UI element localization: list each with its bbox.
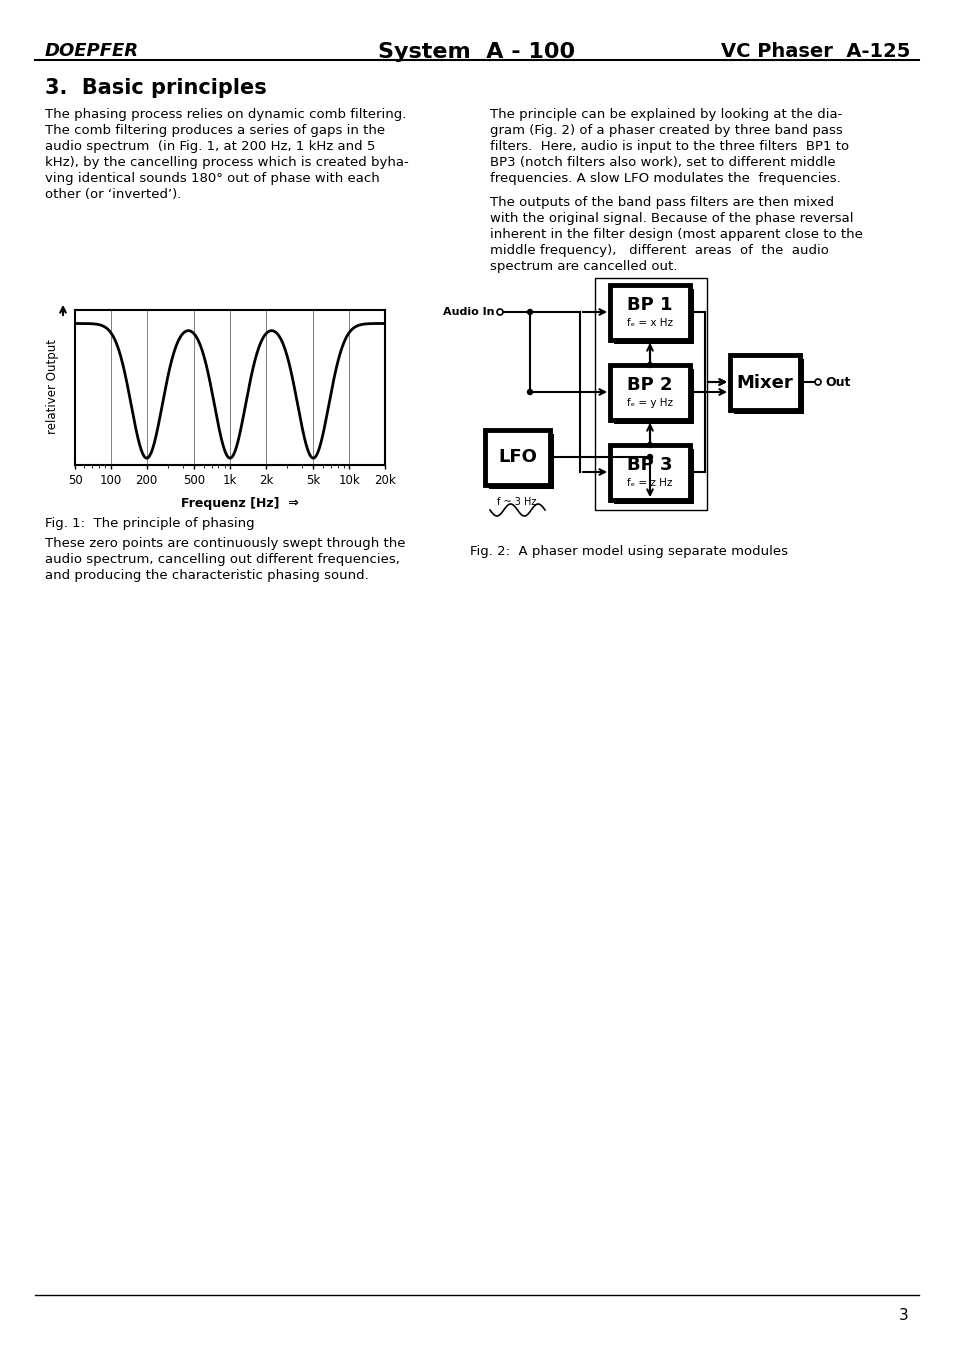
Text: kHz), by the cancelling process which is created byha-: kHz), by the cancelling process which is… bbox=[45, 155, 408, 169]
Text: The outputs of the band pass filters are then mixed: The outputs of the band pass filters are… bbox=[490, 196, 833, 209]
Text: The principle can be explained by looking at the dia-: The principle can be explained by lookin… bbox=[490, 108, 841, 122]
Text: inherent in the filter design (most apparent close to the: inherent in the filter design (most appa… bbox=[490, 228, 862, 240]
Circle shape bbox=[814, 380, 821, 385]
Text: frequencies. A slow LFO modulates the  frequencies.: frequencies. A slow LFO modulates the fr… bbox=[490, 172, 840, 185]
Text: ving identical sounds 180° out of phase with each: ving identical sounds 180° out of phase … bbox=[45, 172, 379, 185]
Text: fₑ = z Hz: fₑ = z Hz bbox=[627, 477, 672, 488]
Text: audio spectrum  (in Fig. 1, at 200 Hz, 1 kHz and 5: audio spectrum (in Fig. 1, at 200 Hz, 1 … bbox=[45, 141, 375, 153]
Text: middle frequency),   different  areas  of  the  audio: middle frequency), different areas of th… bbox=[490, 245, 828, 257]
Text: These zero points are continuously swept through the: These zero points are continuously swept… bbox=[45, 536, 405, 550]
Text: System  A - 100: System A - 100 bbox=[378, 42, 575, 62]
Text: DOEPFER: DOEPFER bbox=[45, 42, 139, 59]
Text: 3.  Basic principles: 3. Basic principles bbox=[45, 78, 267, 99]
Bar bbox=[733, 359, 803, 413]
Bar bbox=[609, 444, 689, 500]
Text: The comb filtering produces a series of gaps in the: The comb filtering produces a series of … bbox=[45, 124, 385, 136]
Text: The phasing process relies on dynamic comb filtering.: The phasing process relies on dynamic co… bbox=[45, 108, 406, 122]
Text: fₑ = y Hz: fₑ = y Hz bbox=[626, 397, 672, 408]
Circle shape bbox=[527, 309, 532, 315]
Text: VC Phaser  A-125: VC Phaser A-125 bbox=[720, 42, 909, 61]
Circle shape bbox=[527, 389, 532, 394]
Text: and producing the characteristic phasing sound.: and producing the characteristic phasing… bbox=[45, 569, 369, 582]
Circle shape bbox=[647, 454, 652, 459]
Text: f ~ 3 Hz: f ~ 3 Hz bbox=[497, 497, 537, 507]
Text: BP 3: BP 3 bbox=[626, 455, 672, 473]
Bar bbox=[489, 434, 554, 489]
Text: Fig. 2:  A phaser model using separate modules: Fig. 2: A phaser model using separate mo… bbox=[470, 544, 787, 558]
Text: other (or ‘inverted’).: other (or ‘inverted’). bbox=[45, 188, 181, 201]
Bar bbox=[729, 355, 800, 409]
Text: gram (Fig. 2) of a phaser created by three band pass: gram (Fig. 2) of a phaser created by thr… bbox=[490, 124, 841, 136]
Text: with the original signal. Because of the phase reversal: with the original signal. Because of the… bbox=[490, 212, 853, 226]
Text: 3: 3 bbox=[899, 1308, 908, 1323]
Bar bbox=[614, 369, 693, 424]
Text: fₑ = x Hz: fₑ = x Hz bbox=[626, 317, 672, 327]
Bar bbox=[609, 285, 689, 340]
Text: BP 1: BP 1 bbox=[626, 296, 672, 313]
Text: Mixer: Mixer bbox=[736, 373, 793, 392]
Circle shape bbox=[647, 362, 652, 367]
Bar bbox=[595, 278, 706, 509]
Bar bbox=[609, 365, 689, 420]
Text: spectrum are cancelled out.: spectrum are cancelled out. bbox=[490, 259, 677, 273]
Text: relativer Output: relativer Output bbox=[47, 339, 59, 435]
Text: Out: Out bbox=[824, 376, 849, 389]
Text: Frequenz [Hz]  ⇒: Frequenz [Hz] ⇒ bbox=[181, 497, 298, 509]
Circle shape bbox=[497, 309, 502, 315]
Circle shape bbox=[647, 443, 652, 447]
Text: audio spectrum, cancelling out different frequencies,: audio spectrum, cancelling out different… bbox=[45, 553, 399, 566]
Text: Fig. 1:  The principle of phasing: Fig. 1: The principle of phasing bbox=[45, 517, 254, 530]
Bar bbox=[614, 449, 693, 504]
Text: LFO: LFO bbox=[497, 449, 537, 466]
Text: filters.  Here, audio is input to the three filters  BP1 to: filters. Here, audio is input to the thr… bbox=[490, 141, 848, 153]
Bar bbox=[484, 430, 550, 485]
Text: BP 2: BP 2 bbox=[626, 376, 672, 393]
Text: BP3 (notch filters also work), set to different middle: BP3 (notch filters also work), set to di… bbox=[490, 155, 835, 169]
Bar bbox=[614, 289, 693, 345]
Text: Audio In: Audio In bbox=[443, 307, 495, 317]
